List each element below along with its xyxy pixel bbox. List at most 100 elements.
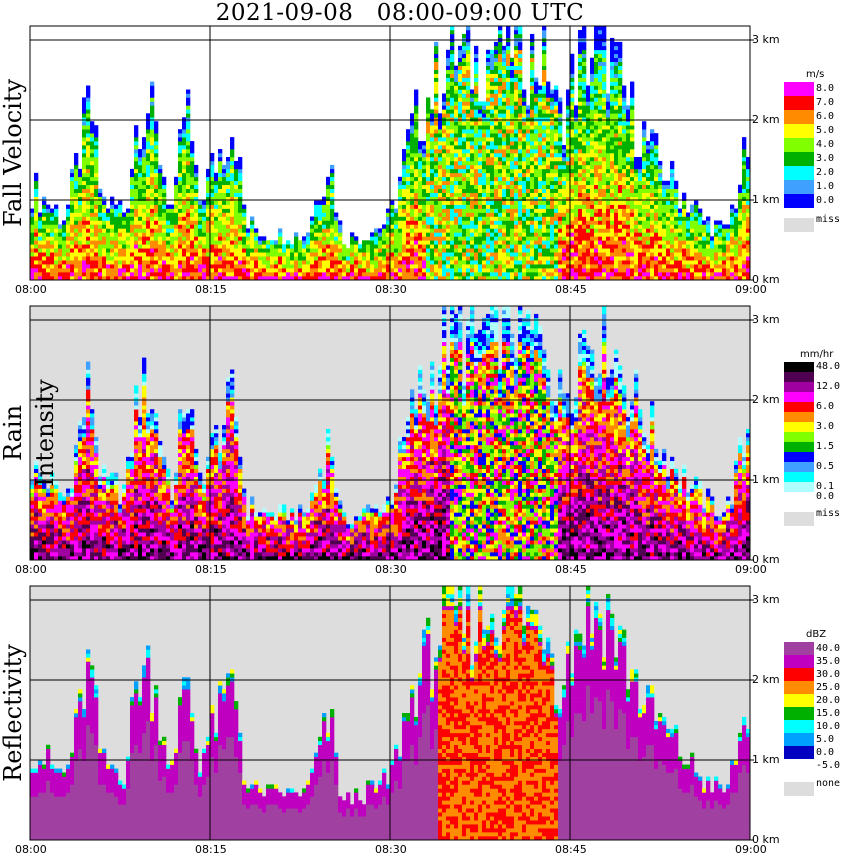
- heatmap-cell: [94, 153, 99, 158]
- heatmap-cell: [30, 212, 35, 217]
- heatmap-cell: [190, 276, 195, 281]
- heatmap-cell: [282, 248, 287, 253]
- heatmap-cell: [110, 212, 115, 217]
- heatmap-cell: [470, 133, 475, 138]
- heatmap-cell: [430, 145, 435, 150]
- heatmap-cell: [446, 180, 451, 186]
- heatmap-cell: [370, 236, 375, 241]
- heatmap-cell: [574, 133, 579, 138]
- heatmap-cell: [190, 212, 195, 217]
- heatmap-cell: [446, 145, 451, 150]
- heatmap-cell: [110, 220, 115, 225]
- heatmap-cell: [494, 65, 499, 70]
- heatmap-cell: [230, 160, 235, 166]
- heatmap-cell: [138, 192, 143, 197]
- heatmap-cell: [158, 232, 163, 237]
- heatmap-cell: [502, 180, 507, 186]
- heatmap-cell: [218, 228, 223, 233]
- heatmap-cell: [566, 228, 571, 233]
- heatmap-cell: [602, 276, 607, 281]
- heatmap-cell: [50, 240, 55, 245]
- heatmap-cell: [130, 260, 135, 265]
- heatmap-cell: [234, 232, 239, 237]
- heatmap-cell: [318, 248, 323, 253]
- heatmap-cell: [262, 236, 267, 241]
- heatmap-cell: [466, 160, 471, 166]
- heatmap-cell: [494, 176, 499, 182]
- heatmap-cell: [438, 240, 443, 245]
- heatmap-cell: [422, 276, 427, 281]
- heatmap-cell: [134, 204, 139, 209]
- heatmap-cell: [38, 228, 43, 233]
- heatmap-cell: [394, 220, 399, 225]
- heatmap-cell: [538, 188, 543, 193]
- heatmap-cell: [486, 57, 491, 63]
- heatmap-cell: [490, 164, 495, 170]
- heatmap-cell: [66, 212, 71, 217]
- heatmap-cell: [578, 125, 583, 130]
- heatmap-cell: [582, 172, 587, 178]
- heatmap-cell: [514, 276, 519, 281]
- heatmap-cell: [602, 125, 607, 130]
- heatmap-cell: [406, 149, 411, 154]
- heatmap-cell: [550, 117, 555, 122]
- heatmap-cell: [462, 149, 467, 154]
- heatmap-cell: [514, 260, 519, 265]
- heatmap-cell: [482, 244, 487, 249]
- heatmap-cell: [538, 252, 543, 257]
- heatmap-cell: [514, 45, 519, 51]
- heatmap-cell: [506, 41, 511, 47]
- heatmap-cell: [498, 224, 503, 229]
- heatmap-cell: [546, 248, 551, 253]
- heatmap-cell: [330, 264, 335, 269]
- heatmap-cell: [170, 212, 175, 217]
- heatmap-cell: [606, 232, 611, 237]
- heatmap-cell: [330, 252, 335, 257]
- heatmap-cell: [598, 256, 603, 261]
- heatmap-cell: [282, 244, 287, 249]
- heatmap-cell: [426, 149, 431, 154]
- heatmap-cell: [178, 276, 183, 281]
- heatmap-cell: [470, 276, 475, 281]
- heatmap-cell: [194, 180, 199, 186]
- heatmap-cell: [514, 272, 519, 277]
- heatmap-cell: [262, 248, 267, 253]
- heatmap-cell: [478, 248, 483, 253]
- heatmap-cell: [454, 180, 459, 186]
- heatmap-cell: [318, 260, 323, 265]
- heatmap-cell: [522, 145, 527, 150]
- heatmap-cell: [594, 236, 599, 241]
- heatmap-cell: [494, 236, 499, 241]
- heatmap-cell: [498, 276, 503, 281]
- heatmap-cell: [602, 264, 607, 269]
- heatmap-cell: [462, 172, 467, 178]
- heatmap-cell: [578, 200, 583, 205]
- heatmap-cell: [586, 184, 591, 190]
- heatmap-cell: [378, 236, 383, 241]
- heatmap-cell: [238, 272, 243, 277]
- heatmap-cell: [614, 228, 619, 233]
- heatmap-cell: [554, 212, 559, 217]
- heatmap-cell: [402, 164, 407, 170]
- heatmap-cell: [70, 176, 75, 182]
- heatmap-cell: [442, 105, 447, 110]
- heatmap-cell: [326, 224, 331, 229]
- heatmap-cell: [490, 204, 495, 209]
- heatmap-cell: [170, 208, 175, 213]
- heatmap-cell: [122, 264, 127, 269]
- heatmap-cell: [210, 252, 215, 257]
- heatmap-cell: [430, 133, 435, 138]
- heatmap-cell: [78, 256, 83, 261]
- heatmap-cell: [230, 268, 235, 273]
- heatmap-cell: [178, 248, 183, 253]
- heatmap-cell: [458, 153, 463, 158]
- heatmap-cell: [594, 196, 599, 201]
- heatmap-cell: [158, 220, 163, 225]
- heatmap-cell: [446, 276, 451, 281]
- heatmap-cell: [510, 69, 515, 74]
- heatmap-cell: [398, 228, 403, 233]
- heatmap-cell: [510, 89, 515, 94]
- heatmap-cell: [490, 172, 495, 178]
- heatmap-cell: [90, 176, 95, 182]
- heatmap-cell: [222, 164, 227, 170]
